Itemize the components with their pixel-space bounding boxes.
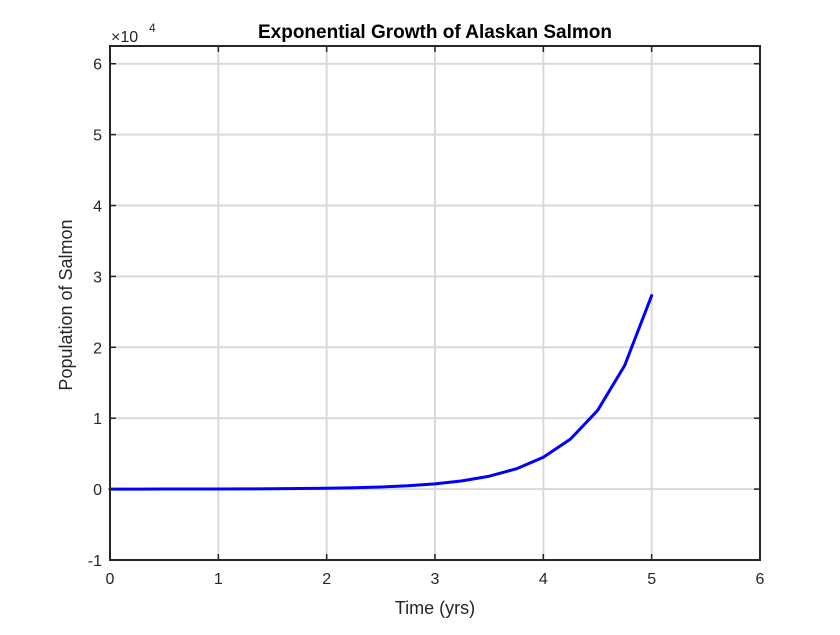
- x-tick-label: 4: [539, 571, 548, 588]
- x-tick-label: 2: [322, 571, 331, 588]
- y-scale-base: ×10: [111, 29, 138, 46]
- chart-title: Exponential Growth of Alaskan Salmon: [258, 22, 612, 43]
- y-scale-exponent: 4: [149, 21, 156, 35]
- y-tick-label: -1: [88, 553, 102, 570]
- y-tick-label: 5: [93, 128, 102, 145]
- y-tick-label: 2: [93, 340, 102, 357]
- y-tick-label: 6: [93, 57, 102, 74]
- y-tick-label: 4: [93, 199, 102, 216]
- x-axis-label: Time (yrs): [395, 598, 475, 618]
- series-layer: [108, 294, 654, 491]
- y-tick-label: 3: [93, 269, 102, 286]
- x-tick-label: 0: [106, 571, 115, 588]
- series-line: [108, 294, 654, 491]
- y-tick-label: 1: [93, 411, 102, 428]
- x-tick-label: 6: [756, 571, 765, 588]
- x-tick-label: 5: [647, 571, 656, 588]
- y-tick-label: 0: [93, 482, 102, 499]
- x-tick-label: 1: [214, 571, 223, 588]
- x-tick-label: 3: [431, 571, 440, 588]
- y-scale-multiplier: ×10 4: [111, 21, 156, 46]
- y-axis-label: Population of Salmon: [56, 219, 76, 390]
